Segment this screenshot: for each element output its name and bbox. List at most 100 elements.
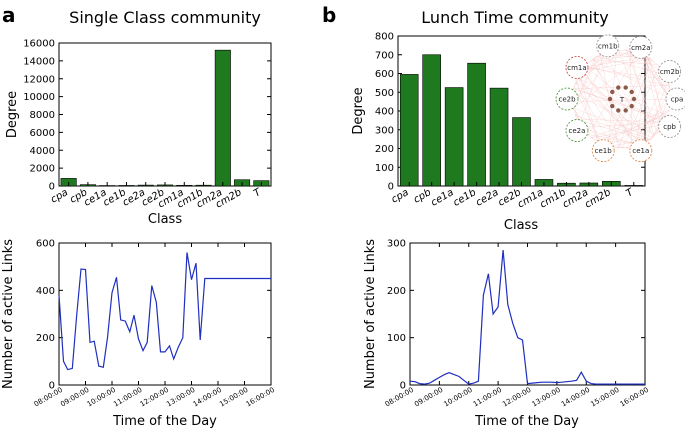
x-tick-label: 14:00:00 [560,386,591,409]
charts-layer: 0200040006000800010000120001400016000cpa… [1,32,650,430]
x-tick-label: ce2a [474,187,500,209]
network-center-dot [616,108,620,112]
y-tick-label: 16000 [23,39,55,50]
network-center-dot [616,85,620,89]
y-tick-label: 200 [387,286,406,297]
x-axis-label: Class [148,212,182,227]
y-tick-label: 10000 [23,92,55,103]
y-tick-label: 700 [375,50,394,61]
y-tick-label: 500 [375,88,394,99]
y-tick-label: 14000 [23,56,55,67]
network-node-label: T [619,96,625,104]
network-center-dot [610,104,614,108]
x-tick-label: 16:00:00 [619,386,650,409]
y-tick-label: 100 [387,333,406,344]
network-node-label: cpa [671,96,684,104]
network-edge [574,85,670,89]
x-tick-label: 11:00:00 [472,386,503,409]
network-node-label: ce2b [558,96,576,104]
x-tick-label: 10:00:00 [86,386,117,409]
network-center-dot [624,85,628,89]
x-axis-label: Time of the Day [112,414,217,429]
network-node-label: cm1b [598,42,618,50]
y-tick-label: 200 [36,333,55,344]
plot-frame [59,43,271,186]
x-tick-label: 13:00:00 [165,386,196,409]
x-tick-label: 13:00:00 [531,386,562,409]
network-node-label: ce1b [595,147,613,155]
y-tick-label: 600 [36,239,55,250]
y-tick-label: 12000 [23,74,55,85]
x-tick-label: 14:00:00 [192,386,223,409]
x-tick-label: cpb [412,187,433,206]
bar-ce1a [445,88,463,186]
plot-frame [59,243,271,385]
x-tick-label: 12:00:00 [139,386,170,409]
network-node-label: ce2a [568,127,585,135]
x-tick-label: ce1b [451,187,478,209]
network-center-dot [610,90,614,94]
y-tick-label: 8000 [30,110,55,121]
x-tick-label: 09:00:00 [413,386,444,409]
y-tick-label: 300 [387,239,406,250]
network-edge [584,67,668,80]
x-tick-label: 10:00:00 [443,386,474,409]
network-center-dot [630,104,634,108]
network-edge [596,114,669,141]
panel-letter-b: b [322,3,336,27]
plot-frame [410,243,645,385]
y-tick-label: 600 [375,69,394,80]
series-line [410,250,645,384]
x-tick-label: 16:00:00 [245,386,276,409]
chart-3: 020040060008:00:0009:00:0010:00:0011:00:… [1,239,276,430]
network-edge [588,56,598,63]
y-tick-label: 2000 [30,164,55,175]
series-line [59,253,271,370]
x-tick-label: cm2b [583,187,613,211]
y-axis-label: Number of active Links [363,239,378,389]
network-node-label: ce1a [632,147,649,155]
chart-4: 010020030008:00:0009:00:0010:00:0011:00:… [363,239,650,430]
network-center-dot [624,108,628,112]
x-tick-label: 09:00:00 [59,386,90,409]
bar-cpa [400,74,418,186]
bar-ce2b [513,118,531,186]
panel-letter-a: a [2,3,16,27]
chart-2: 0100200300400500600700800cpa cpbce1ace1bc… [351,32,645,234]
network-center-dot [632,97,636,101]
x-tick-label: ce1a [429,187,455,209]
chart-1: 0200040006000800010000120001400016000cpa… [5,39,271,228]
y-tick-label: 400 [36,286,55,297]
network-node-label: cm2b [660,68,680,76]
y-tick-label: 800 [375,32,394,43]
y-tick-label: 300 [375,125,394,136]
network-inset: Tcm1b cm2a cm1a cm2b ce2b cpa cpb ce2a ce1b ce1a [556,35,685,162]
y-axis-label: Degree [5,91,20,138]
y-tick-label: 0 [49,182,55,193]
y-tick-label: 6000 [30,128,55,139]
x-tick-label: 11:00:00 [112,386,143,409]
y-tick-label: 4000 [30,146,55,157]
network-center-dot [630,90,634,94]
bar-ce1b [468,63,486,186]
x-tick-label: 12:00:00 [501,386,532,409]
x-tick-label: T [252,187,264,200]
x-tick-label: 15:00:00 [589,386,620,409]
network-node-label: cpb [663,123,676,131]
y-tick-label: 100 [375,163,394,174]
y-tick-label: 0 [388,182,394,193]
network-edge [647,56,659,66]
y-axis-label: Degree [351,87,366,134]
y-tick-label: 200 [375,144,394,155]
x-axis-label: Class [504,218,538,233]
network-node-label: cm1a [567,64,586,72]
y-axis-label: Number of active Links [1,239,16,389]
panel-a-title: Single Class community [69,8,261,27]
network-node-label: cm2a [631,44,650,52]
x-axis-label: Time of the Day [474,414,579,429]
x-tick-label: 15:00:00 [218,386,249,409]
panel-b-title: Lunch Time community [421,8,608,27]
y-tick-label: 400 [375,107,394,118]
x-tick-label: T [624,187,636,200]
